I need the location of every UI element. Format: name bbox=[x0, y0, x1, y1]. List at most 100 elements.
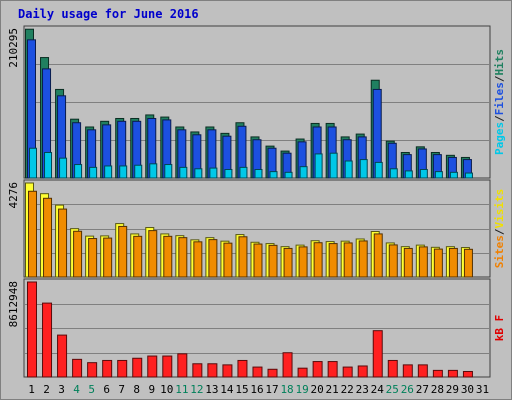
legend-hits: Hits bbox=[493, 49, 506, 76]
bar-kb-f-day-10 bbox=[162, 355, 173, 378]
bar-sites-day-17 bbox=[268, 244, 278, 278]
x-tick-label-11: 11 bbox=[175, 383, 188, 396]
bar-pages-day-7 bbox=[119, 165, 128, 179]
bar-pages-day-16 bbox=[254, 168, 263, 179]
bar-sites-day-24 bbox=[373, 233, 383, 278]
x-tick-label-1: 1 bbox=[28, 383, 35, 396]
x-tick-label-31: 31 bbox=[476, 383, 489, 396]
x-tick-label-7: 7 bbox=[118, 383, 125, 396]
bar-kb-f-day-20 bbox=[312, 361, 323, 378]
bar-kb-f-day-28 bbox=[432, 369, 443, 378]
bar-sites-day-23 bbox=[358, 240, 368, 278]
panel-hits-files-pages bbox=[23, 25, 491, 179]
bar-pages-day-22 bbox=[344, 160, 353, 179]
y-max-label-bottom: 8612948 bbox=[7, 281, 20, 327]
x-tick-label-15: 15 bbox=[235, 383, 248, 396]
legend-sep: / bbox=[493, 228, 506, 235]
bar-pages-day-30 bbox=[464, 172, 473, 179]
x-axis-labels: 1 2 3 4 5 6 7 8 9 10 11 12 13 14 15 16 17 18 19 20 21 22 23 24 2… bbox=[28, 383, 489, 396]
bar-sites-day-26 bbox=[403, 247, 413, 278]
legend-kbytes: kB F bbox=[493, 315, 506, 342]
x-tick-label-14: 14 bbox=[220, 383, 234, 396]
bar-sites-day-15 bbox=[238, 236, 248, 278]
bar-kb-f-day-1 bbox=[27, 281, 37, 378]
bar-pages-day-24 bbox=[374, 161, 383, 179]
bar-kb-f-day-9 bbox=[147, 355, 158, 378]
bar-sites-day-22 bbox=[343, 242, 353, 278]
bar-pages-day-3 bbox=[59, 157, 68, 179]
bar-pages-day-27 bbox=[419, 168, 428, 179]
bar-pages-day-21 bbox=[329, 152, 338, 179]
x-tick-label-22: 22 bbox=[341, 383, 354, 396]
legend-sites: Sites bbox=[493, 235, 506, 268]
bar-pages-day-29 bbox=[449, 171, 458, 179]
bar-pages-day-13 bbox=[209, 167, 218, 179]
bar-kb-f-day-30 bbox=[462, 370, 473, 378]
bar-pages-day-17 bbox=[269, 171, 278, 179]
legend-sep: / bbox=[493, 75, 506, 82]
bar-kb-f-day-23 bbox=[357, 365, 368, 378]
bar-pages-day-2 bbox=[44, 151, 53, 179]
x-tick-label-24: 24 bbox=[371, 383, 385, 396]
bar-pages-day-9 bbox=[149, 163, 158, 179]
bar-sites-day-10 bbox=[163, 235, 173, 278]
bar-sites-day-30 bbox=[463, 248, 473, 278]
legend-sep: / bbox=[493, 115, 506, 122]
x-tick-label-16: 16 bbox=[250, 383, 263, 396]
bar-pages-day-26 bbox=[404, 170, 413, 179]
x-tick-label-21: 21 bbox=[326, 383, 339, 396]
y-max-label-middle: 4276 bbox=[7, 182, 20, 209]
bar-kb-f-day-7 bbox=[117, 359, 128, 378]
legend-visits: Visits bbox=[493, 189, 506, 229]
x-tick-label-13: 13 bbox=[205, 383, 218, 396]
bar-pages-day-23 bbox=[359, 159, 368, 179]
bar-sites-day-28 bbox=[433, 248, 443, 278]
bar-sites-day-7 bbox=[118, 225, 128, 278]
bar-pages-day-6 bbox=[104, 165, 113, 179]
bar-pages-day-28 bbox=[434, 171, 443, 179]
x-tick-label-5: 5 bbox=[88, 383, 95, 396]
chart-title: Daily usage for June 2016 bbox=[18, 7, 199, 21]
panel-visits-sites bbox=[23, 179, 491, 278]
bar-kb-f-day-21 bbox=[327, 361, 338, 378]
bar-sites-day-1 bbox=[28, 190, 37, 278]
x-tick-label-23: 23 bbox=[356, 383, 369, 396]
bar-sites-day-21 bbox=[328, 243, 338, 278]
x-tick-label-30: 30 bbox=[461, 383, 474, 396]
bar-sites-day-27 bbox=[418, 246, 428, 278]
bar-pages-day-11 bbox=[179, 166, 188, 179]
bar-sites-day-29 bbox=[448, 247, 458, 278]
bar-kb-f-day-29 bbox=[447, 369, 458, 378]
bar-kb-f-day-15 bbox=[237, 359, 248, 378]
bar-sites-day-5 bbox=[88, 238, 98, 278]
bar-kb-f-day-11 bbox=[177, 353, 188, 378]
x-tick-label-6: 6 bbox=[103, 383, 110, 396]
bar-kb-f-day-18 bbox=[282, 352, 293, 378]
bar-sites-day-12 bbox=[193, 241, 203, 278]
bar-pages-day-1 bbox=[29, 147, 37, 179]
legend-pages: Pages bbox=[493, 122, 506, 155]
bar-sites-day-14 bbox=[223, 242, 233, 278]
x-tick-label-4: 4 bbox=[73, 383, 80, 396]
bar-kb-f-day-26 bbox=[402, 364, 413, 378]
bar-kb-f-day-24 bbox=[372, 330, 383, 378]
x-tick-label-25: 25 bbox=[386, 383, 399, 396]
bar-kb-f-day-6 bbox=[102, 359, 113, 378]
x-tick-label-18: 18 bbox=[280, 383, 293, 396]
x-tick-label-28: 28 bbox=[431, 383, 444, 396]
legend-bottom: kB F bbox=[493, 315, 506, 342]
bar-kb-f-day-25 bbox=[387, 359, 398, 378]
bar-pages-day-20 bbox=[314, 153, 323, 179]
bar-pages-day-14 bbox=[224, 168, 233, 179]
bar-kb-f-day-17 bbox=[267, 368, 278, 378]
x-tick-label-29: 29 bbox=[446, 383, 459, 396]
bar-kb-f-day-8 bbox=[132, 357, 143, 378]
x-tick-label-3: 3 bbox=[58, 383, 65, 396]
bar-sites-day-25 bbox=[388, 244, 398, 278]
legend-files: Files bbox=[493, 82, 506, 115]
bar-sites-day-13 bbox=[208, 239, 218, 278]
bar-kb-f-day-14 bbox=[222, 364, 233, 378]
bar-pages-day-10 bbox=[164, 164, 173, 179]
bar-sites-day-11 bbox=[178, 237, 188, 278]
